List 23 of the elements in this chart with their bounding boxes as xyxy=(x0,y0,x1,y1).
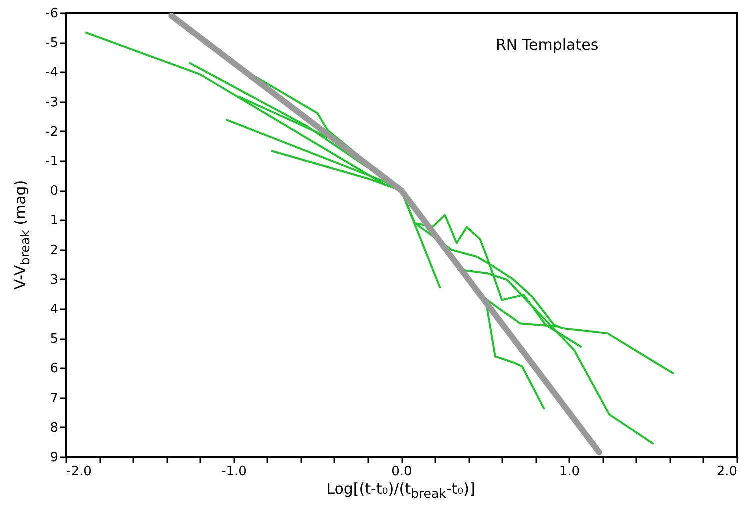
y-tick-label: 0 xyxy=(50,184,58,200)
y-tick-label: 5 xyxy=(50,332,58,348)
annotation: RN Templates xyxy=(496,36,599,54)
y-tick-label: 3 xyxy=(50,272,58,288)
y-tick-label: 6 xyxy=(50,362,58,377)
y-tick-label: -2 xyxy=(46,124,58,140)
y-tick-label: -5 xyxy=(46,36,58,52)
y-tick-label: -3 xyxy=(46,95,58,110)
y-tick-label: 9 xyxy=(50,450,58,466)
y-tick-label: -6 xyxy=(46,6,58,22)
x-tick-label: -1.0 xyxy=(222,464,247,480)
x-tick-label: -2.0 xyxy=(66,464,92,480)
x-axis-title: Log[(t-t₀)/(t$_{break}$-t₀)] xyxy=(326,480,476,501)
y-tick-label: -4 xyxy=(46,66,58,81)
y-tick-label: 1 xyxy=(50,214,58,229)
x-tick-label: 2.0 xyxy=(716,464,738,480)
y-tick-label: 4 xyxy=(50,302,58,318)
x-tick-label: 0.0 xyxy=(392,464,412,480)
x-tick-label: 1.0 xyxy=(559,464,580,480)
y-tick-label: 2 xyxy=(50,243,58,258)
y-tick-label: 8 xyxy=(50,420,58,436)
y-tick-label: -1 xyxy=(46,154,58,170)
y-tick-label: 7 xyxy=(50,391,58,406)
